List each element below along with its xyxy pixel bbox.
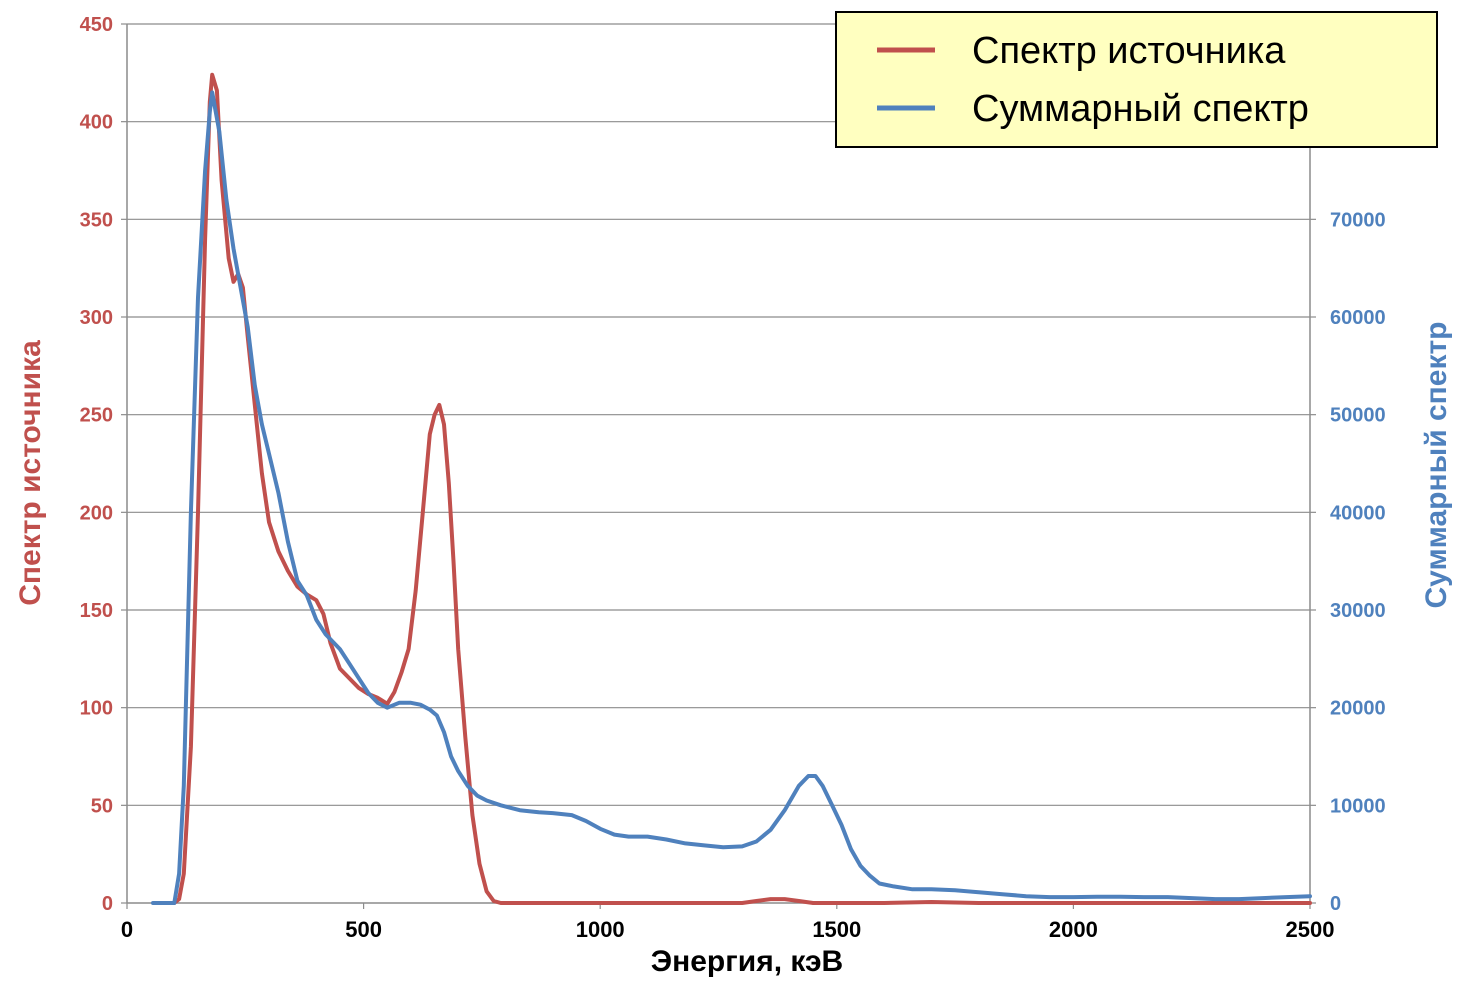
x-tick-label: 0 [121,917,133,942]
series-line-source-spectrum [153,72,1312,905]
legend-label-total: Суммарный спектр [972,88,1309,130]
legend: Спектр источника Суммарный спектр [835,11,1438,148]
right-y-tick-labels: 0 10000 20000 30000 40000 50000 60000 70000 [1330,209,1386,915]
left-tick-label: 100 [80,698,113,720]
x-tick-label: 1000 [576,917,625,942]
right-tick-label: 0 [1330,893,1341,915]
legend-box [835,11,1438,148]
left-tick-label: 0 [102,893,113,915]
left-tick-label: 400 [80,112,113,134]
right-tick-label: 30000 [1330,600,1386,622]
left-tick-label: 450 [80,14,113,36]
right-tick-label: 70000 [1330,209,1386,231]
left-tick-label: 250 [80,405,113,427]
x-axis-title: Энергия, кэВ [651,945,843,978]
left-y-tick-labels: 0 50 100 150 200 250 300 350 400 450 [80,14,113,915]
x-tick-label: 1500 [812,917,861,942]
left-tick-label: 300 [80,307,113,329]
gridlines [127,23,1310,806]
right-y-axis-title: Суммарный спектр [1420,322,1453,609]
left-tick-label: 350 [80,209,113,231]
series-layer [151,72,1312,905]
left-tick-label: 50 [91,795,113,817]
x-tick-label: 500 [345,917,382,942]
right-tick-label: 10000 [1330,795,1386,817]
x-tick-label: 2500 [1286,917,1335,942]
right-tick-label: 40000 [1330,502,1386,524]
left-tick-label: 200 [80,502,113,524]
x-tick-labels: 0 500 1000 1500 2000 2500 [121,917,1335,942]
left-tick-label: 150 [80,600,113,622]
x-tick-label: 2000 [1049,917,1098,942]
right-tick-label: 60000 [1330,307,1386,329]
series-line-total-spectrum [151,90,1312,905]
plot-frame [121,23,1316,909]
left-y-axis-title: Спектр источника [14,340,47,606]
right-tick-label: 20000 [1330,698,1386,720]
right-tick-label: 50000 [1330,405,1386,427]
legend-label-source: Спектр источника [972,30,1286,72]
